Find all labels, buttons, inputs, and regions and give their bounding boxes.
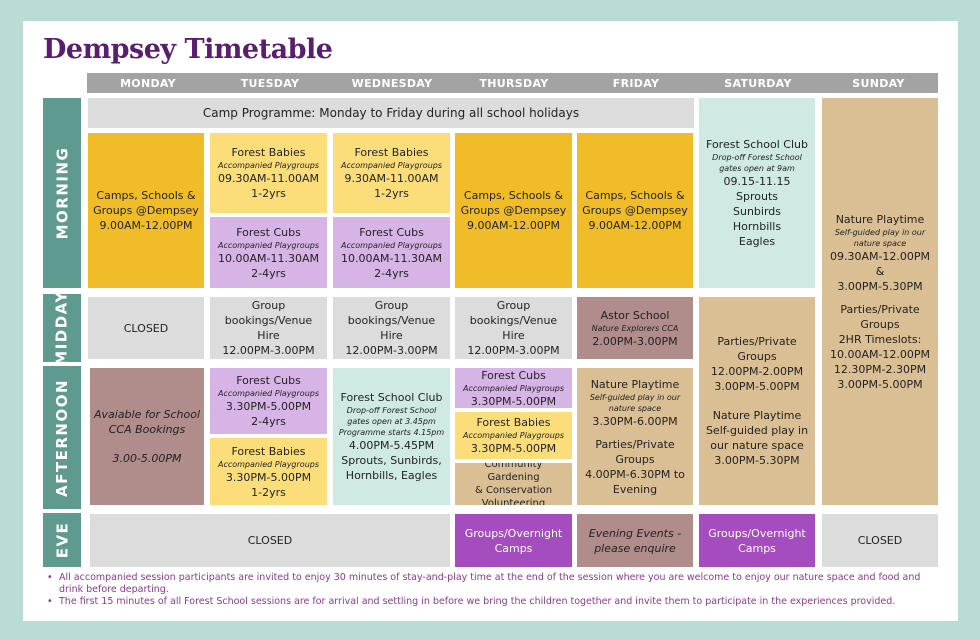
page-title: Dempsey Timetable — [43, 34, 333, 65]
wednesday-midday-group-bookings: Group bookings/Venue Hire 12.00PM-3.00PM — [333, 297, 450, 359]
tuesday-midday-group-bookings: Group bookings/Venue Hire 12.00PM-3.00PM — [210, 297, 327, 359]
tuesday-afternoon-forest-babies: Forest Babies Accompanied Playgroups 3.30… — [210, 438, 327, 505]
day-header-wednesday: WEDNESDAY — [331, 73, 453, 93]
mon-wed-evening-closed: CLOSED — [90, 514, 450, 567]
footnote-forest-school-arrival: The first 15 minutes of all Forest Schoo… — [47, 596, 937, 608]
sunday-evening-closed: CLOSED — [822, 514, 938, 567]
thursday-morning-camps: Camps, Schools & Groups @Dempsey 9.00AM-12… — [455, 133, 572, 288]
wednesday-morning-forest-babies: Forest Babies Accompanied Playgroups 9.30… — [333, 133, 450, 213]
day-header-thursday: THURSDAY — [453, 73, 575, 93]
friday-midday-astor-school: Astor School Nature Explorers CCA 2.00PM-3… — [577, 297, 693, 359]
wednesday-morning-forest-cubs: Forest Cubs Accompanied Playgroups 10.00A… — [333, 217, 450, 288]
saturday-afternoon-parties-and-nature: Parties/Private Groups 12.00PM-2.00PM 3.00… — [699, 297, 815, 505]
period-afternoon: AFTERNOON — [43, 366, 81, 509]
friday-evening-events: Evening Events - please enquire — [577, 514, 693, 567]
camp-programme-banner: Camp Programme: Monday to Friday during … — [88, 98, 694, 128]
footnotes: All accompanied session participants are… — [47, 572, 937, 608]
monday-midday-closed: CLOSED — [88, 297, 204, 359]
friday-morning-camps: Camps, Schools & Groups @Dempsey 9.00AM-12… — [577, 133, 693, 288]
wednesday-afternoon-forest-school-club: Forest School Club Drop-off Forest Schoo… — [333, 368, 450, 505]
day-header-friday: FRIDAY — [575, 73, 697, 93]
tuesday-morning-forest-babies: Forest Babies Accompanied Playgroups 09.3… — [210, 133, 327, 213]
tuesday-afternoon-forest-cubs: Forest Cubs Accompanied Playgroups 3.30PM… — [210, 368, 327, 434]
day-header-monday: MONDAY — [87, 73, 209, 93]
day-header-sunday: SUNDAY — [819, 73, 938, 93]
thursday-afternoon-community-gardening: Community Gardening & Conservation Volunte… — [455, 463, 572, 505]
day-header-tuesday: TUESDAY — [209, 73, 331, 93]
monday-morning-camps: Camps, Schools & Groups @Dempsey 9.00AM-12… — [88, 133, 204, 288]
tuesday-morning-forest-cubs: Forest Cubs Accompanied Playgroups 10.00A… — [210, 217, 327, 288]
monday-afternoon-cca-bookings: Avaiable for School CCA Bookings 3.00-5.0… — [90, 368, 204, 505]
period-eve: EVE — [43, 513, 81, 567]
saturday-evening-overnight-camps: Groups/Overnight Camps — [699, 514, 815, 567]
friday-afternoon-nature-and-parties: Nature Playtime Self-guided play in our n… — [577, 368, 693, 505]
thursday-midday-group-bookings: Group bookings/Venue Hire 12.00PM-3.00PM — [455, 297, 572, 359]
sunday-nature-playtime-and-parties: Nature Playtime Self-guided play in our n… — [822, 98, 938, 505]
period-morning: MORNING — [43, 98, 81, 288]
thursday-afternoon-forest-babies: Forest Babies Accompanied Playgroups 3.30P… — [455, 412, 572, 459]
thursday-afternoon-forest-cubs: Forest Cubs Accompanied Playgroups 3.30PM-… — [455, 368, 572, 408]
saturday-morning-forest-school-club: Forest School Club Drop-off Forest Schoo… — [699, 98, 815, 288]
period-midday: MIDDAY — [43, 290, 81, 366]
thursday-evening-overnight-camps: Groups/Overnight Camps — [455, 514, 572, 567]
day-header-saturday: SATURDAY — [697, 73, 819, 93]
footnote-stay-and-play: All accompanied session participants are… — [47, 572, 937, 596]
